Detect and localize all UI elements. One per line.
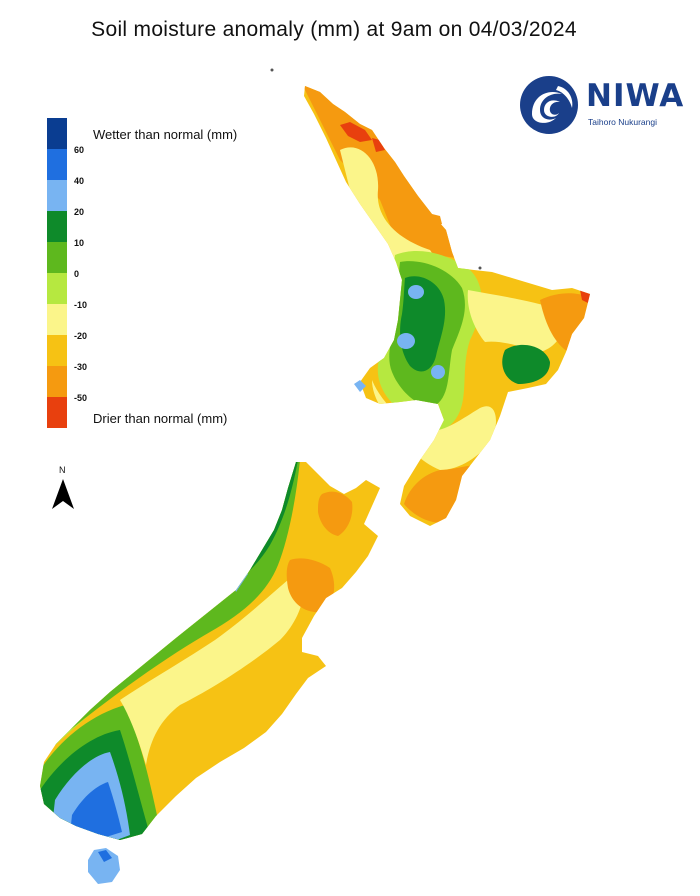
legend-tick: -20 — [74, 331, 88, 341]
north-arrow: N — [52, 465, 74, 513]
legend-tick: -10 — [74, 300, 88, 310]
map-title: Soil moisture anomaly (mm) at 9am on 04/… — [91, 18, 577, 41]
niwa-swirl-icon — [520, 76, 578, 134]
legend-tick: 10 — [74, 238, 85, 248]
legend-swatch-10-20 — [47, 211, 67, 242]
stewart-island-wet-core — [98, 850, 112, 862]
legend-tick: 40 — [74, 176, 85, 186]
legend-swatch-minus50-minus30 — [47, 366, 67, 397]
legend-swatch-minus10-0 — [47, 273, 67, 304]
legend-drier-label: Drier than normal (mm) — [93, 411, 228, 426]
legend-swatch-0-10 — [47, 242, 67, 273]
legend-swatch-minus30-minus20 — [47, 335, 67, 366]
legend-swatch-minus20-minus10 — [47, 304, 67, 335]
legend-tick: 60 — [74, 145, 85, 155]
taranaki-cape — [354, 380, 366, 392]
north-island — [304, 86, 590, 526]
great-barrier-island — [432, 214, 442, 226]
stewart-island — [88, 848, 120, 884]
colour-legend: 60 40 20 10 0 -10 -20 -30 -50 Wetter tha… — [47, 118, 277, 434]
legend-swatch-20-40 — [47, 180, 67, 211]
legend-swatch-below-minus50 — [47, 397, 67, 428]
niwa-logo-tagline: Taihoro Nukurangi — [588, 117, 657, 127]
legend-tick: -50 — [74, 393, 88, 403]
three-kings-islands — [270, 68, 274, 72]
north-label: N — [59, 465, 66, 475]
legend-tick: 20 — [74, 207, 85, 217]
mayor-island — [478, 266, 482, 270]
niwa-logo-text: NIWA — [586, 78, 685, 114]
legend-swatch-above-60 — [47, 118, 67, 149]
niwa-logo: NIWA Taihoro Nukurangi — [518, 74, 683, 134]
legend-swatch-40-60 — [47, 149, 67, 180]
legend-wetter-label: Wetter than normal (mm) — [93, 127, 238, 142]
legend-tick: -30 — [74, 362, 88, 372]
south-island — [40, 462, 380, 840]
north-arrow-icon — [52, 479, 74, 509]
legend-tick: 0 — [74, 269, 80, 279]
